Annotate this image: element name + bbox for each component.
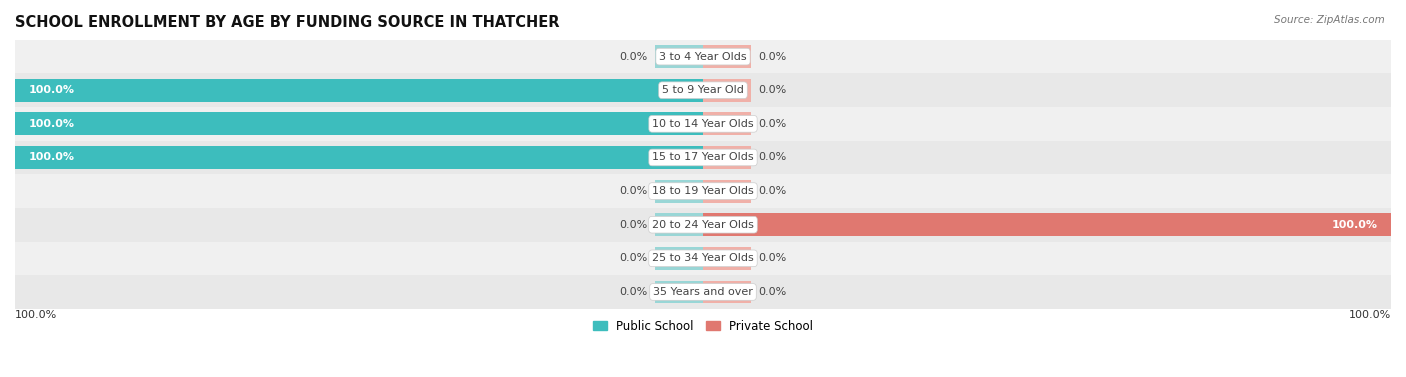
Bar bbox=[703, 146, 751, 169]
Text: 0.0%: 0.0% bbox=[758, 52, 786, 61]
Bar bbox=[703, 247, 751, 270]
Text: 100.0%: 100.0% bbox=[28, 85, 75, 95]
Text: 100.0%: 100.0% bbox=[15, 310, 58, 320]
Text: 0.0%: 0.0% bbox=[758, 253, 786, 263]
Bar bbox=[703, 180, 751, 202]
Bar bbox=[15, 40, 1391, 74]
Text: 100.0%: 100.0% bbox=[28, 152, 75, 162]
Bar bbox=[703, 79, 751, 102]
Text: 10 to 14 Year Olds: 10 to 14 Year Olds bbox=[652, 119, 754, 129]
Bar bbox=[703, 112, 751, 135]
Text: 15 to 17 Year Olds: 15 to 17 Year Olds bbox=[652, 152, 754, 162]
Bar bbox=[703, 213, 1391, 236]
Text: 0.0%: 0.0% bbox=[758, 287, 786, 297]
Text: 0.0%: 0.0% bbox=[620, 52, 648, 61]
Bar bbox=[15, 174, 1391, 208]
Text: 0.0%: 0.0% bbox=[758, 186, 786, 196]
Bar bbox=[703, 45, 751, 68]
Legend: Public School, Private School: Public School, Private School bbox=[588, 315, 818, 337]
Bar bbox=[655, 45, 703, 68]
Text: 3 to 4 Year Olds: 3 to 4 Year Olds bbox=[659, 52, 747, 61]
Bar bbox=[15, 107, 1391, 141]
Text: 0.0%: 0.0% bbox=[620, 287, 648, 297]
Bar bbox=[15, 242, 1391, 275]
Text: SCHOOL ENROLLMENT BY AGE BY FUNDING SOURCE IN THATCHER: SCHOOL ENROLLMENT BY AGE BY FUNDING SOUR… bbox=[15, 15, 560, 30]
Text: 0.0%: 0.0% bbox=[620, 220, 648, 230]
Bar bbox=[703, 280, 751, 303]
Bar bbox=[15, 275, 1391, 309]
Bar bbox=[15, 208, 1391, 242]
Text: 0.0%: 0.0% bbox=[758, 85, 786, 95]
Text: 0.0%: 0.0% bbox=[758, 152, 786, 162]
Text: 0.0%: 0.0% bbox=[620, 186, 648, 196]
Text: Source: ZipAtlas.com: Source: ZipAtlas.com bbox=[1274, 15, 1385, 25]
Text: 35 Years and over: 35 Years and over bbox=[652, 287, 754, 297]
Text: 100.0%: 100.0% bbox=[28, 119, 75, 129]
Text: 100.0%: 100.0% bbox=[1348, 310, 1391, 320]
Text: 25 to 34 Year Olds: 25 to 34 Year Olds bbox=[652, 253, 754, 263]
Bar bbox=[15, 112, 703, 135]
Bar bbox=[655, 247, 703, 270]
Text: 0.0%: 0.0% bbox=[758, 119, 786, 129]
Text: 100.0%: 100.0% bbox=[1331, 220, 1378, 230]
Bar bbox=[655, 180, 703, 202]
Text: 18 to 19 Year Olds: 18 to 19 Year Olds bbox=[652, 186, 754, 196]
Bar bbox=[655, 280, 703, 303]
Text: 0.0%: 0.0% bbox=[620, 253, 648, 263]
Bar bbox=[15, 79, 703, 102]
Bar bbox=[15, 146, 703, 169]
Text: 5 to 9 Year Old: 5 to 9 Year Old bbox=[662, 85, 744, 95]
Bar bbox=[15, 141, 1391, 174]
Text: 20 to 24 Year Olds: 20 to 24 Year Olds bbox=[652, 220, 754, 230]
Bar bbox=[655, 213, 703, 236]
Bar bbox=[15, 74, 1391, 107]
